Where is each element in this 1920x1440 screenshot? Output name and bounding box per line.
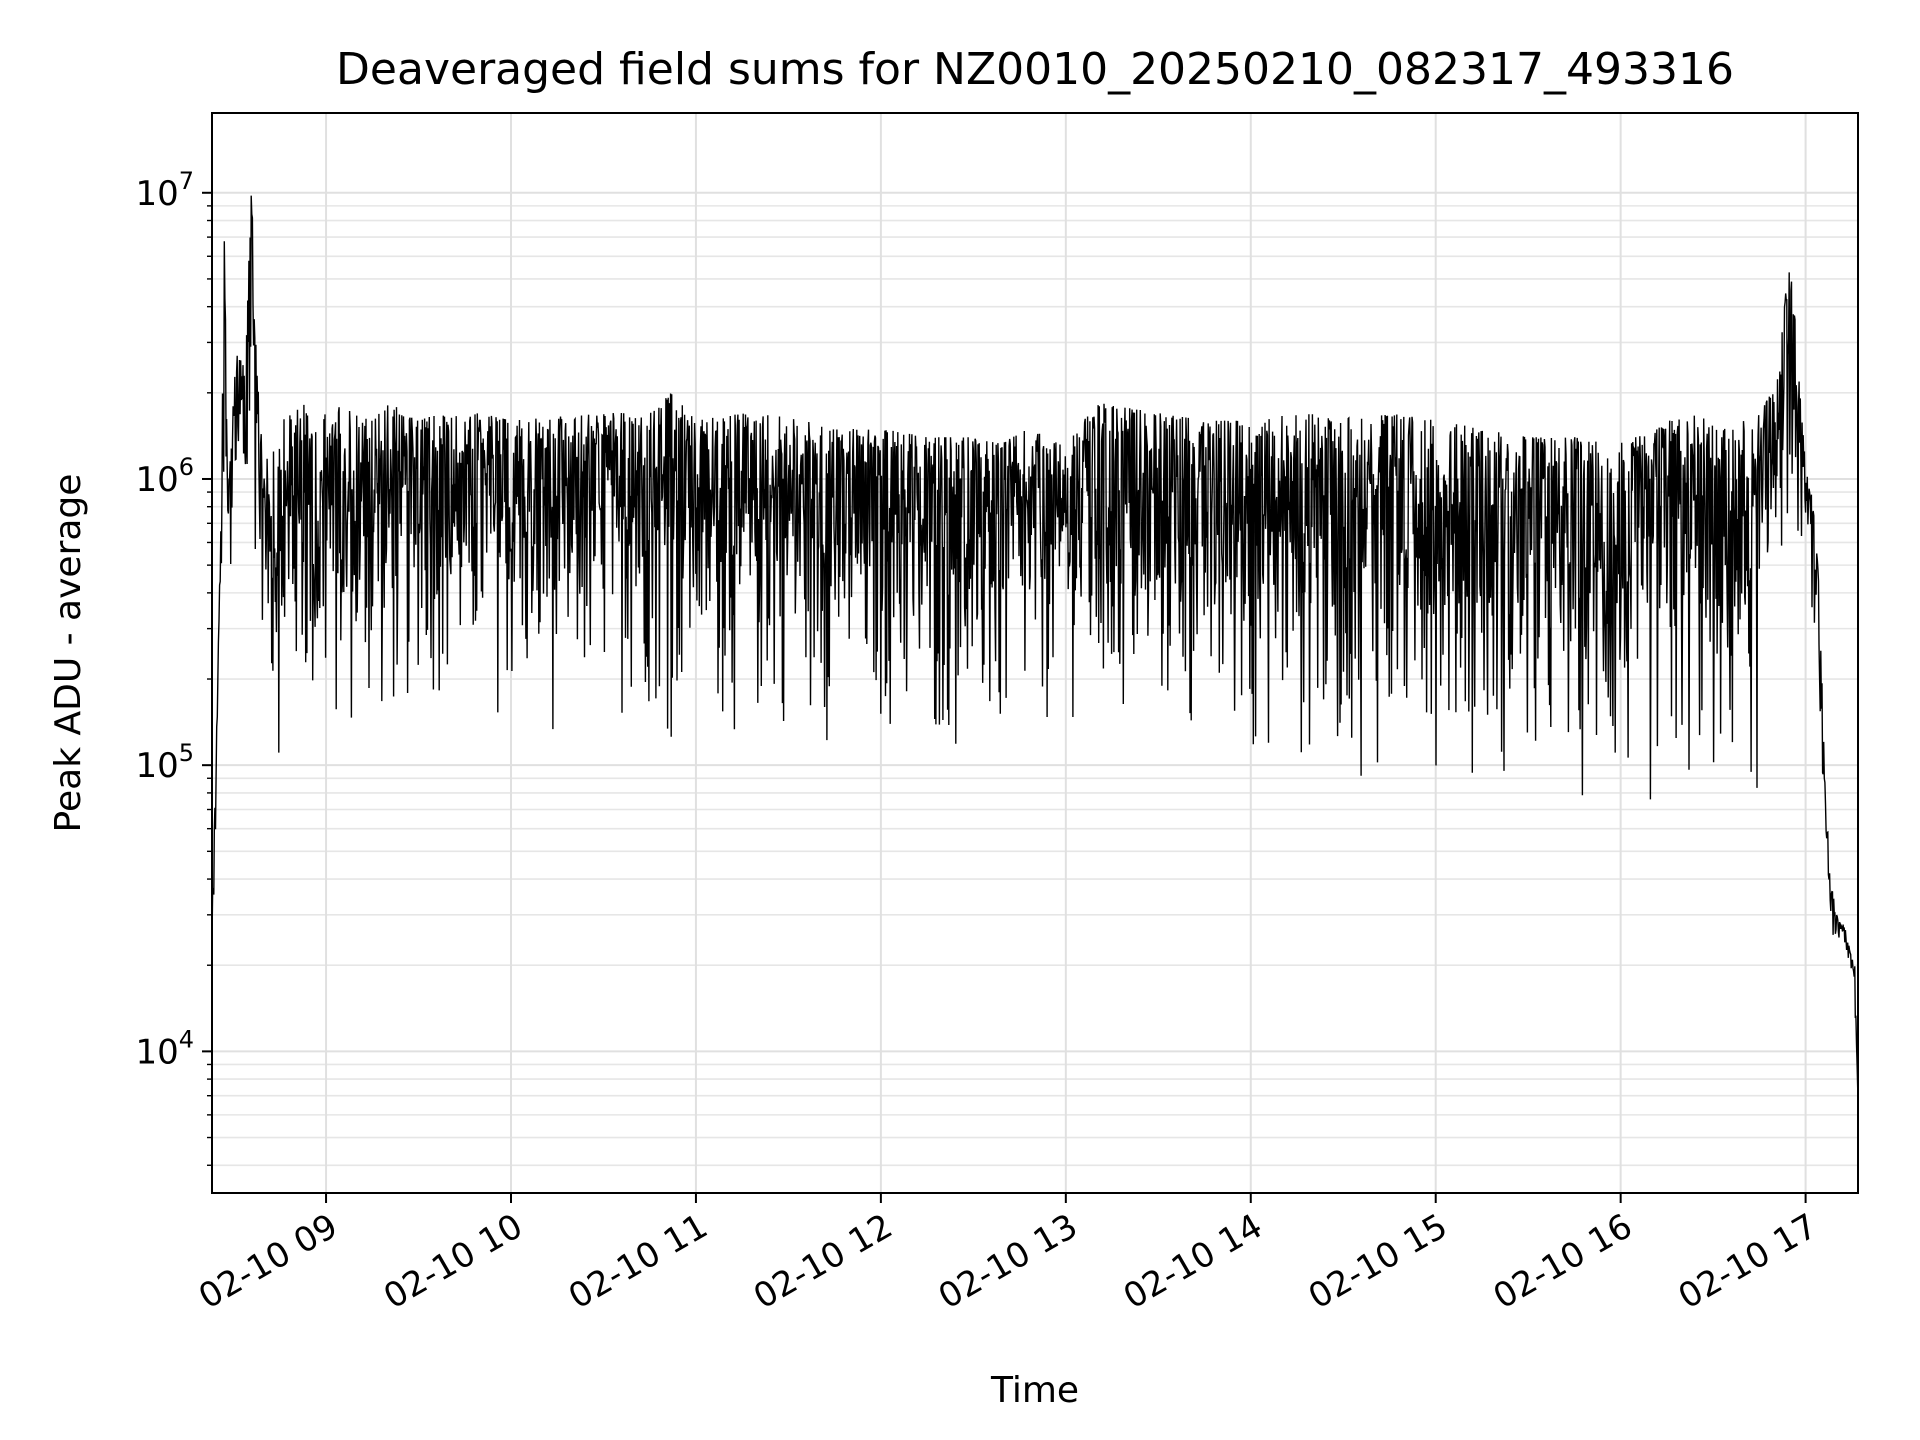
- y-axis-ticks: 104 105 106 107: [135, 167, 212, 1166]
- y-tick-label: 106: [135, 453, 194, 500]
- y-axis-label: Peak ADU - average: [48, 474, 89, 833]
- y-tick-label: 105: [135, 739, 194, 786]
- series-line-0: [211, 195, 1859, 1089]
- x-axis-label: Time: [990, 1370, 1079, 1411]
- y-tick-label: 104: [135, 1025, 194, 1072]
- y-tick-label: 107: [135, 167, 194, 214]
- plot-frame: [211, 112, 1859, 1194]
- chart-title: Deaveraged field sums for NZ0010_2025021…: [336, 44, 1734, 95]
